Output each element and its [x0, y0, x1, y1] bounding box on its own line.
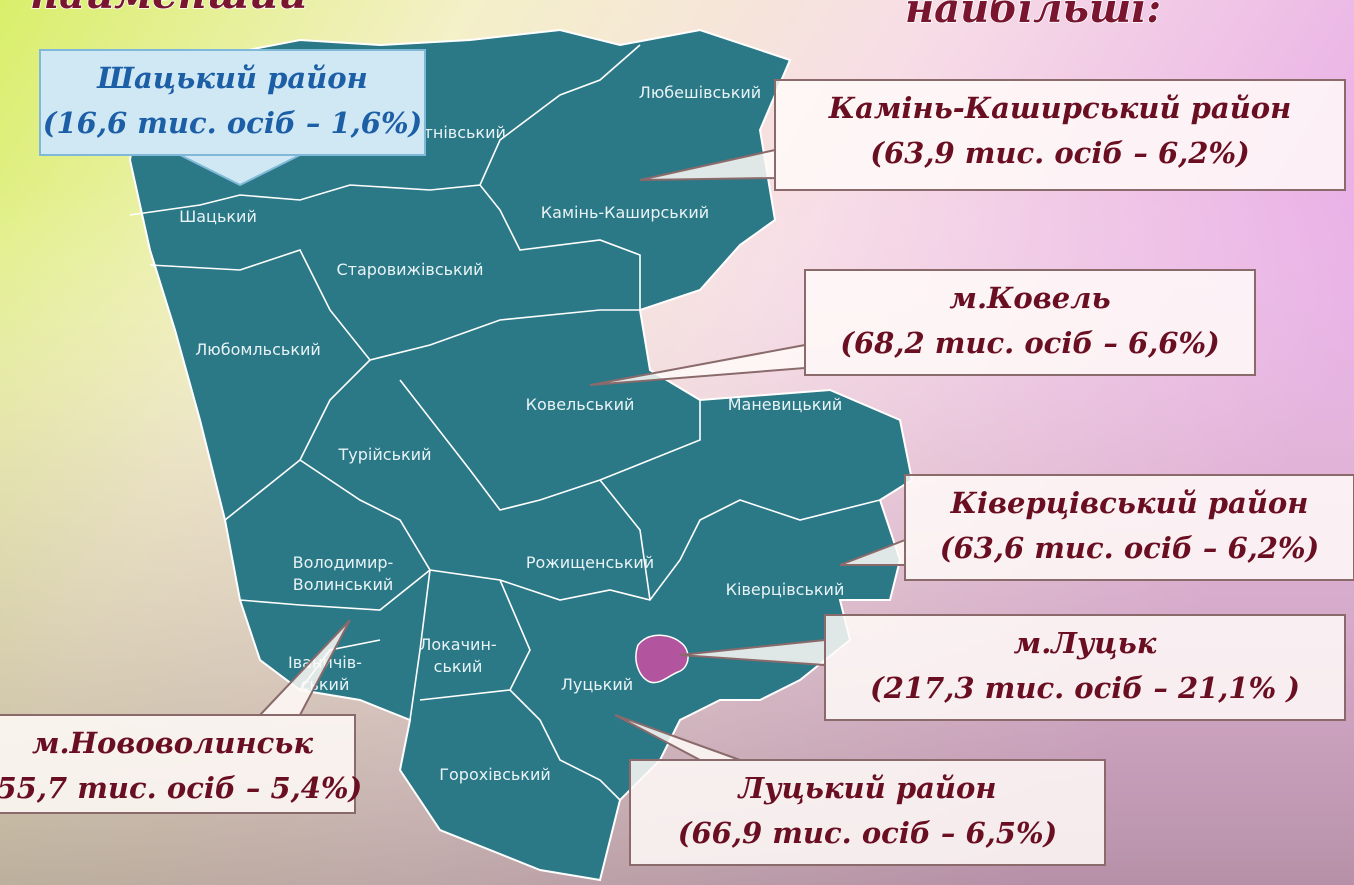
district-label: Володимир-	[293, 553, 394, 572]
callout-detail: (63,9 тис. осіб – 6,2%)	[870, 136, 1249, 170]
district-label: Маневицький	[728, 395, 843, 414]
callout-title: Шацький район	[96, 61, 368, 95]
district-label: ський	[434, 657, 483, 676]
district-label: Горохівський	[439, 765, 551, 784]
district-label: Старовижівський	[336, 260, 483, 279]
callout-title: Камінь-Каширський район	[828, 91, 1292, 125]
callout-title: Ківерцівський район	[950, 486, 1309, 520]
district-label: Волинський	[293, 575, 394, 594]
district-label: Шацький	[179, 207, 257, 226]
callout-detail: (63,6 тис. осіб – 6,2%)	[940, 531, 1319, 565]
district-label: Любомльський	[195, 340, 321, 359]
callout-detail: (66,9 тис. осіб – 6,5%)	[678, 816, 1057, 850]
callout-title: м.Нововолинськ	[32, 726, 313, 760]
district-label: Ковельський	[526, 395, 635, 414]
callout-detail: (16,6 тис. осіб – 1,6%)	[43, 106, 422, 140]
callout-title: м.Луцьк	[1014, 626, 1157, 660]
district-label: Турійський	[338, 445, 432, 464]
callout-detail: (217,3 тис. осіб – 21,1% )	[870, 671, 1300, 705]
callout-detail: (68,2 тис. осіб – 6,6%)	[840, 326, 1219, 360]
map-infographic: найменший найбільші: ЛюбешівськийРатнівс…	[0, 0, 1354, 885]
district-label: Любешівський	[639, 83, 761, 102]
district-label: Локачин-	[419, 635, 496, 654]
header-largest: найбільші:	[905, 0, 1161, 32]
district-label: Камінь-Каширський	[541, 203, 709, 222]
district-label: Ківерцівський	[726, 580, 845, 599]
callout-detail: (55,7 тис. осіб – 5,4%)	[0, 771, 362, 805]
header-smallest: найменший	[30, 0, 307, 18]
callout-title: Луцький район	[737, 771, 997, 805]
district-label: Луцький	[561, 675, 633, 694]
district-label: Рожищенський	[526, 553, 654, 572]
callout-title: м.Ковель	[949, 281, 1110, 315]
